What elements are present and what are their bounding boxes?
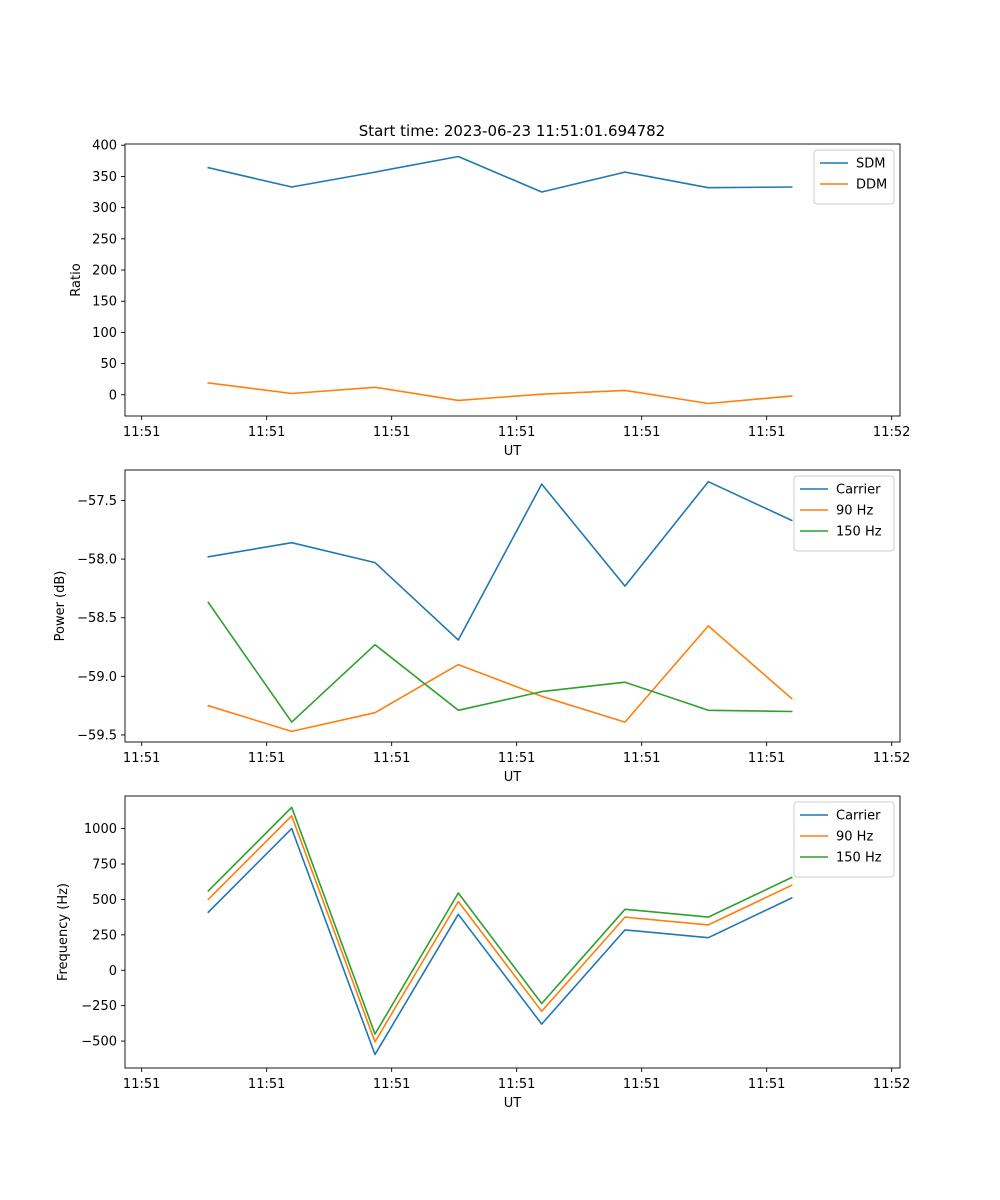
y-tick-label: 350 xyxy=(92,170,117,185)
x-axis-label: UT xyxy=(504,1096,522,1111)
y-tick-label: 200 xyxy=(92,264,117,279)
legend-label: 90 Hz xyxy=(836,504,873,519)
y-tick-label: 750 xyxy=(92,858,117,873)
plot-frame xyxy=(124,795,901,1069)
x-tick-label: 11:51 xyxy=(248,751,285,766)
y-axis-label: Frequency (Hz) xyxy=(56,883,71,981)
legend-label: DDM xyxy=(856,178,887,193)
x-tick-label: 11:51 xyxy=(373,425,410,440)
y-axis-label: Ratio xyxy=(69,263,84,296)
y-tick-label: −59.5 xyxy=(77,728,117,743)
y-tick-label: 0 xyxy=(109,964,117,979)
x-tick-label: 11:51 xyxy=(123,425,160,440)
y-tick-label: 50 xyxy=(100,357,117,372)
legend-label: Carrier xyxy=(836,483,881,498)
legend-label: SDM xyxy=(856,157,885,172)
series-line-150-hz xyxy=(207,806,793,1035)
y-tick-label: −59.0 xyxy=(77,670,117,685)
series-line-carrier xyxy=(207,827,793,1056)
legend-label: 150 Hz xyxy=(836,851,882,866)
x-tick-label: 11:51 xyxy=(623,425,660,440)
y-tick-label: −57.5 xyxy=(77,494,117,509)
x-tick-label: 11:52 xyxy=(873,425,910,440)
y-tick-label: 1000 xyxy=(84,822,117,837)
x-tick-label: 11:51 xyxy=(623,1077,660,1092)
y-tick-label: 100 xyxy=(92,326,117,341)
plot-frame xyxy=(124,469,901,743)
legend-box xyxy=(793,475,895,552)
y-tick-label: 500 xyxy=(92,893,117,908)
series-lines xyxy=(207,480,793,733)
y-tick-label: 250 xyxy=(92,928,117,943)
y-tick-label: −250 xyxy=(81,999,117,1014)
y-tick-label: 250 xyxy=(92,232,117,247)
legend-box xyxy=(793,801,895,878)
y-tick-label: −500 xyxy=(81,1035,117,1050)
series-line-ddm xyxy=(207,382,793,405)
legend-label: 150 Hz xyxy=(836,525,882,540)
x-tick-label: 11:51 xyxy=(373,1077,410,1092)
series-line-90-hz xyxy=(207,625,793,733)
ratio-chart: 11:51 11:51 11:51 11:51 11:51 11:51 11:52 0 50 10… xyxy=(69,139,910,459)
series-line-carrier xyxy=(207,480,793,641)
x-axis-label: UT xyxy=(504,770,522,785)
series-line-sdm xyxy=(207,155,793,193)
legend-label: 90 Hz xyxy=(836,830,873,845)
x-tick-label: 11:52 xyxy=(873,1077,910,1092)
x-tick-label: 11:51 xyxy=(248,1077,285,1092)
x-tick-label: 11:51 xyxy=(373,751,410,766)
y-tick-label: −58.5 xyxy=(77,611,117,626)
y-tick-label: 0 xyxy=(109,388,117,403)
x-tick-label: 11:51 xyxy=(748,425,785,440)
x-tick-label: 11:51 xyxy=(123,751,160,766)
x-tick-label: 11:51 xyxy=(248,425,285,440)
power-chart: 11:51 11:51 11:51 11:51 11:51 11:51 11:52 −59.5… xyxy=(53,469,910,785)
y-tick-label: 150 xyxy=(92,295,117,310)
series-line-90-hz xyxy=(207,814,793,1043)
legend: SDM DDM xyxy=(813,149,895,205)
y-tick-label: 300 xyxy=(92,201,117,216)
plot-frame xyxy=(124,143,901,417)
x-tick-label: 11:51 xyxy=(623,751,660,766)
y-axis-label: Power (dB) xyxy=(53,571,68,642)
legend: Carrier 90 Hz 150 Hz xyxy=(793,475,895,552)
figure-title: Start time: 2023-06-23 11:51:01.694782 xyxy=(359,122,665,140)
x-tick-label: 11:51 xyxy=(748,1077,785,1092)
x-tick-label: 11:52 xyxy=(873,751,910,766)
legend-label: Carrier xyxy=(836,809,881,824)
series-lines xyxy=(207,806,793,1056)
x-tick-label: 11:51 xyxy=(498,751,535,766)
y-tick-label: −58.0 xyxy=(77,553,117,568)
series-line-150-hz xyxy=(207,601,793,723)
x-axis-label: UT xyxy=(504,444,522,459)
x-tick-label: 11:51 xyxy=(498,425,535,440)
legend: Carrier 90 Hz 150 Hz xyxy=(793,801,895,878)
x-tick-label: 11:51 xyxy=(748,751,785,766)
x-tick-label: 11:51 xyxy=(498,1077,535,1092)
x-tick-label: 11:51 xyxy=(123,1077,160,1092)
frequency-chart: 11:51 11:51 11:51 11:51 11:51 11:51 11:52 −500 −… xyxy=(56,795,910,1111)
y-tick-label: 400 xyxy=(92,139,117,154)
series-lines xyxy=(207,155,793,405)
